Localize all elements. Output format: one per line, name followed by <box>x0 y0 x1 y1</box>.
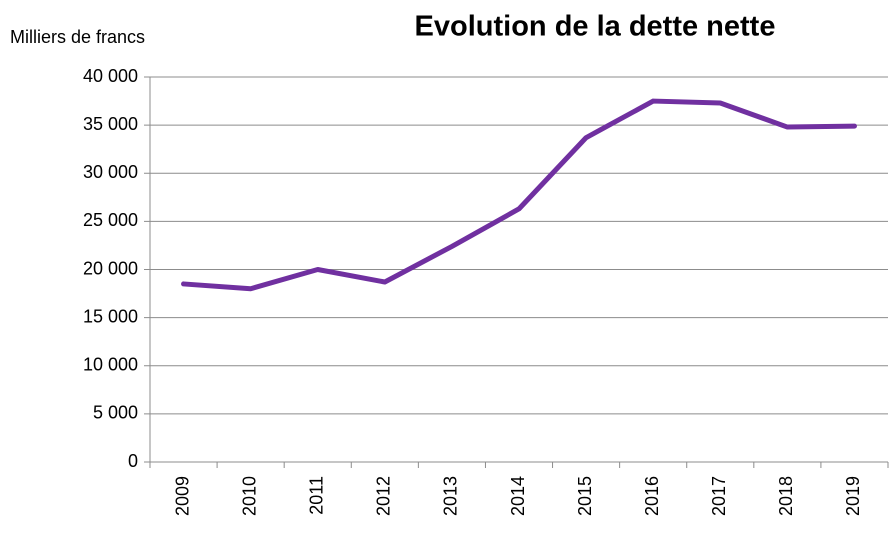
x-tick-label: 2017 <box>709 476 729 516</box>
y-tick-label: 15 000 <box>83 306 138 326</box>
chart-title: Evolution de la dette nette <box>415 11 776 43</box>
x-tick-label: 2010 <box>239 476 259 516</box>
x-tick-label: 2016 <box>642 476 662 516</box>
x-tick-label: 2011 <box>306 476 326 515</box>
x-tick-label: 2018 <box>776 476 796 516</box>
y-tick-label: 40 000 <box>83 66 138 86</box>
x-tick-label: 2015 <box>575 476 595 516</box>
x-tick-label: 2014 <box>508 476 528 516</box>
y-tick-label: 5 000 <box>93 403 138 423</box>
x-tick-label: 2009 <box>172 476 192 516</box>
y-tick-label: 25 000 <box>83 210 138 230</box>
y-axis-label: Milliers de francs <box>10 27 145 47</box>
y-tick-label: 35 000 <box>83 114 138 134</box>
x-tick-label: 2012 <box>374 476 394 516</box>
y-tick-label: 10 000 <box>83 355 138 375</box>
data-line <box>181 98 857 292</box>
x-tick-label: 2019 <box>843 476 863 516</box>
x-tick-label: 2013 <box>441 476 461 516</box>
y-tick-label: 20 000 <box>83 258 138 278</box>
y-tick-label: 30 000 <box>83 162 138 182</box>
y-tick-label: 0 <box>128 451 138 471</box>
